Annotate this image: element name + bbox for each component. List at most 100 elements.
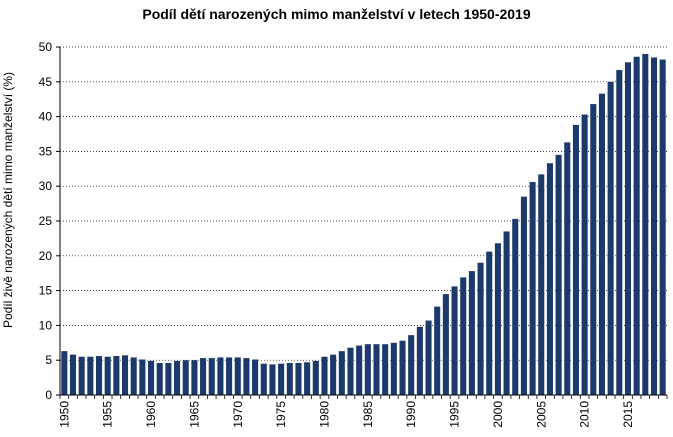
bar bbox=[364, 344, 371, 395]
bar bbox=[304, 362, 311, 395]
x-tick-label: 1950 bbox=[57, 401, 71, 428]
bar bbox=[61, 351, 68, 395]
y-tick-label: 15 bbox=[39, 284, 53, 298]
bar bbox=[607, 81, 614, 396]
bar bbox=[191, 360, 198, 395]
bar bbox=[234, 357, 241, 395]
bar bbox=[269, 364, 276, 395]
bar bbox=[520, 196, 527, 395]
x-tick-label: 1960 bbox=[144, 401, 158, 428]
bar bbox=[538, 174, 545, 395]
y-tick-label: 20 bbox=[39, 249, 53, 263]
x-tick-label: 2010 bbox=[578, 401, 592, 428]
x-tick-label: 2015 bbox=[621, 401, 635, 428]
bar bbox=[200, 358, 207, 395]
bar bbox=[78, 356, 85, 395]
chart-title: Podíl dětí narozených mimo manželství v … bbox=[142, 6, 531, 22]
bar bbox=[278, 363, 285, 395]
y-tick-label: 35 bbox=[39, 144, 53, 158]
bar bbox=[503, 231, 510, 395]
bar bbox=[451, 286, 458, 395]
bar bbox=[260, 363, 267, 395]
bar bbox=[148, 360, 155, 395]
x-tick-label: 1965 bbox=[187, 401, 201, 428]
bar bbox=[321, 356, 328, 395]
bar bbox=[295, 362, 302, 395]
bar bbox=[226, 357, 233, 395]
bar bbox=[356, 345, 363, 395]
bar bbox=[122, 355, 129, 395]
bar bbox=[434, 306, 441, 395]
y-tick-label: 0 bbox=[45, 388, 52, 402]
x-tick-label: 1995 bbox=[448, 401, 462, 428]
bar bbox=[182, 360, 189, 395]
bar bbox=[104, 356, 111, 395]
bar bbox=[581, 114, 588, 395]
y-tick-label: 10 bbox=[39, 318, 53, 332]
y-tick-label: 45 bbox=[39, 75, 53, 89]
bar bbox=[390, 342, 397, 395]
y-tick-label: 25 bbox=[39, 214, 53, 228]
bar bbox=[650, 57, 658, 395]
bar bbox=[572, 124, 579, 395]
bar bbox=[529, 182, 536, 395]
bar bbox=[252, 359, 259, 395]
x-tick-label: 1975 bbox=[274, 401, 288, 428]
bar bbox=[477, 262, 484, 395]
bar bbox=[174, 360, 181, 395]
bar bbox=[555, 154, 562, 395]
bar bbox=[139, 359, 146, 395]
bar bbox=[416, 326, 423, 395]
bar bbox=[156, 362, 163, 395]
bar bbox=[399, 340, 406, 395]
bar bbox=[95, 356, 103, 395]
bar bbox=[659, 59, 666, 395]
x-tick-label: 2000 bbox=[491, 401, 505, 428]
bar bbox=[312, 360, 319, 395]
x-tick-label: 1980 bbox=[317, 401, 331, 428]
bar bbox=[286, 362, 293, 395]
bar bbox=[347, 347, 354, 395]
y-tick-label: 50 bbox=[39, 40, 53, 54]
bar bbox=[69, 354, 77, 395]
bar bbox=[408, 335, 415, 395]
bar bbox=[633, 56, 640, 396]
bar bbox=[243, 358, 250, 395]
bar bbox=[642, 53, 649, 396]
x-tick-label: 1985 bbox=[361, 401, 375, 428]
bar bbox=[382, 344, 389, 395]
x-tick-label: 2005 bbox=[534, 401, 548, 428]
y-tick-label: 5 bbox=[45, 353, 52, 367]
y-tick-label: 30 bbox=[39, 179, 53, 193]
bar bbox=[546, 163, 553, 395]
bar bbox=[425, 320, 432, 395]
bar bbox=[373, 344, 380, 395]
bar bbox=[590, 104, 597, 395]
bars bbox=[61, 53, 666, 396]
y-tick-label: 40 bbox=[39, 110, 53, 124]
bar bbox=[486, 251, 493, 395]
bar bbox=[87, 356, 94, 395]
bar bbox=[624, 62, 632, 396]
bar bbox=[598, 93, 605, 395]
x-tick-label: 1970 bbox=[231, 401, 245, 428]
bar bbox=[616, 69, 623, 395]
bar bbox=[113, 356, 120, 395]
gridlines bbox=[60, 46, 667, 361]
bar bbox=[494, 243, 501, 395]
bar bbox=[338, 351, 345, 395]
bar bbox=[564, 142, 571, 395]
bar bbox=[512, 218, 519, 395]
axes: 0 5 10 15 20 25 30 35 40 45 50 1950 1955 1960 1965 1970… bbox=[39, 40, 668, 428]
bar bbox=[208, 358, 215, 395]
bar bbox=[217, 357, 224, 395]
x-tick-label: 1990 bbox=[404, 401, 418, 428]
bar bbox=[468, 271, 475, 395]
bar bbox=[130, 357, 137, 395]
bar bbox=[442, 294, 449, 395]
bar bbox=[330, 354, 337, 395]
x-tick-label: 1955 bbox=[101, 401, 115, 428]
bar bbox=[165, 362, 172, 395]
